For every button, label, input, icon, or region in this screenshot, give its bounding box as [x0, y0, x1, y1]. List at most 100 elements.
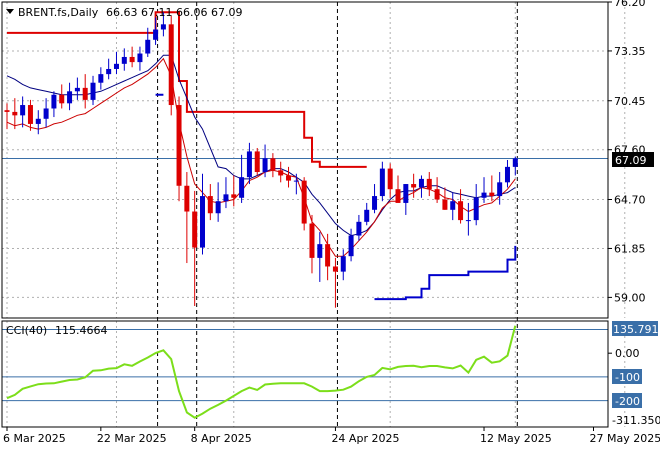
candle-body [153, 29, 159, 40]
candle-body [286, 175, 292, 181]
candle-body [512, 158, 518, 167]
dropdown-triangle-icon [6, 9, 14, 14]
grid-lines [2, 1, 626, 427]
candle-body [74, 87, 80, 92]
candle-body [442, 199, 448, 210]
fast-ma-line [6, 57, 516, 257]
candle-body [176, 105, 182, 186]
candle-body [481, 192, 487, 198]
cci-level-minus200-box [612, 393, 642, 408]
candle-body [51, 94, 57, 109]
cci-current-box [612, 321, 658, 336]
candle-body [411, 184, 417, 188]
candle-body [239, 177, 245, 198]
candle-body [43, 108, 49, 119]
time-tick-label: 12 May 2025 [480, 432, 552, 445]
trailing-stop-upper-line [7, 11, 367, 168]
candle-body [137, 53, 143, 63]
slow-ma-line [6, 54, 516, 237]
cci-name-label: CCI(40) [6, 324, 47, 337]
candle-body [332, 266, 338, 272]
candle-body [301, 180, 307, 224]
price-tick-label: 73.35 [614, 45, 646, 58]
cci-value-label: 115.4664 [55, 324, 108, 337]
price-tick-label: 70.45 [614, 95, 646, 108]
cci-scale-min: -311.350 [612, 414, 660, 427]
candle-body [223, 194, 229, 202]
candle-body [129, 56, 135, 63]
candle-body [168, 24, 174, 106]
price-tick-label: 64.70 [614, 194, 646, 207]
high-value: 67.11 [141, 6, 173, 19]
candle-body [504, 166, 510, 183]
current-price-box [612, 152, 654, 167]
candle-body [246, 151, 252, 178]
candle-body [465, 220, 471, 222]
candle-body [59, 94, 65, 104]
trailing-stop-lower-line [155, 93, 517, 301]
candle-body [473, 197, 479, 221]
candle-body [489, 192, 495, 197]
candle-body [278, 170, 284, 176]
candle-body [27, 105, 33, 124]
candle-body [434, 189, 440, 200]
cci-scale-minus100: -100 [615, 371, 640, 384]
cci-level-minus100-box [612, 369, 642, 384]
candle-body [450, 201, 456, 210]
cci-header: CCI(40) 115.4664 [6, 324, 108, 337]
candle-body [145, 39, 151, 54]
close-value: 67.09 [211, 6, 243, 19]
candle-body [113, 63, 119, 69]
candle-body [418, 178, 424, 188]
candle-body [364, 209, 370, 222]
time-tick-label: 24 Apr 2025 [331, 432, 399, 445]
candle-body [106, 68, 112, 75]
time-tick-label: 8 Apr 2025 [191, 432, 252, 445]
candle-body [379, 168, 385, 197]
price-tick-label: 76.20 [614, 0, 646, 9]
time-tick-label: 27 May 2025 [590, 432, 660, 445]
candle-body [387, 168, 393, 190]
moving-averages [6, 11, 517, 419]
chart-header: BRENT.fs,Daily 66.63 67.11 66.06 67.09 [6, 6, 243, 19]
price-pane-border [1, 1, 609, 319]
price-tick-label: 61.85 [614, 242, 646, 255]
candle-body [90, 82, 96, 100]
candle-body [426, 178, 432, 190]
low-value: 66.06 [176, 6, 208, 19]
candle-body [192, 211, 198, 248]
candle-body [372, 196, 378, 210]
time-tick-label: 6 Mar 2025 [3, 432, 66, 445]
cci-scale: 0.00 -100 -200 -311.350 [612, 347, 660, 427]
cci-scale-zero: 0.00 [615, 347, 640, 360]
open-value: 66.63 [106, 6, 138, 19]
candle-body [160, 24, 166, 30]
candle-body [12, 111, 18, 116]
candle-body [254, 151, 260, 173]
cci-line [6, 325, 517, 419]
time-tick-label: 22 Mar 2025 [97, 432, 167, 445]
candle-body [184, 185, 190, 212]
candlesticks [4, 12, 518, 308]
candle-body [309, 223, 315, 258]
candle-body [497, 182, 503, 197]
candle-body [20, 105, 26, 116]
candle-body [340, 256, 346, 272]
candle-body [215, 201, 221, 214]
candle-body [121, 56, 127, 64]
candle-body [82, 87, 88, 100]
candle-body [403, 184, 409, 203]
candle-body [67, 91, 73, 104]
candle-body [270, 158, 276, 171]
chart-frame [1, 1, 612, 431]
candle-body [395, 189, 401, 203]
symbol-label: BRENT.fs,Daily [18, 6, 99, 19]
candle-body [35, 118, 41, 124]
candle-body [200, 196, 205, 248]
candle-body [207, 196, 213, 214]
candle-body [262, 158, 268, 173]
candle-body [356, 221, 362, 236]
candle-body [98, 74, 104, 83]
